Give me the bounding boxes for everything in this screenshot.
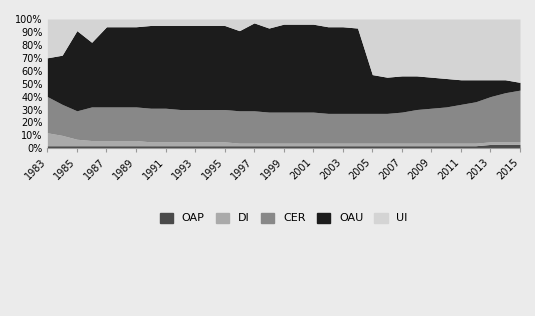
Legend: OAP, DI, CER, OAU, UI: OAP, DI, CER, OAU, UI xyxy=(155,208,412,228)
